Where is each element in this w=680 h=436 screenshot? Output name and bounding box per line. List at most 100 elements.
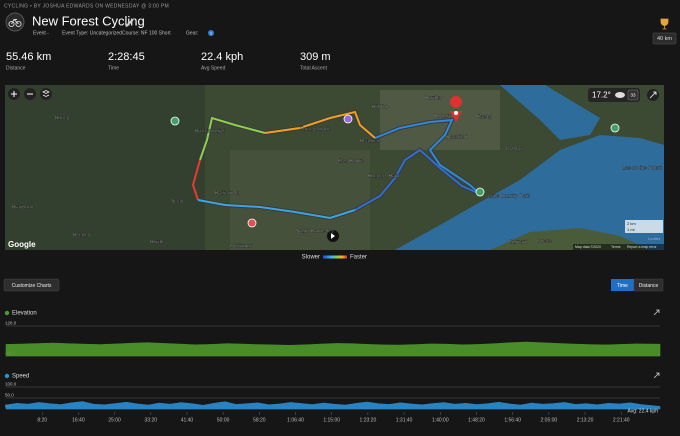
scale-km: 2 km [627,221,636,226]
meta-item: Event Type: Uncategorized [62,30,122,36]
stat-label: Time [108,65,119,71]
legend-slow: Slower [302,255,320,261]
stat-value: 309 m [300,51,331,63]
map-label: Brockenhurst [195,128,225,134]
gear-badge[interactable] [208,30,214,36]
map-label: Cowes [537,238,553,244]
x-tick-label: 25:00 [108,417,121,423]
stat-value: 2:28:45 [108,51,145,63]
average-label: Avg: 22.4 kph [628,408,659,414]
x-tick-label: 50:00 [217,417,230,423]
sport-icon [5,12,25,32]
chart-dot [4,373,10,379]
meta-row: Event - Event Type: Uncategorized Course: … [33,30,214,36]
route [374,118,481,195]
report-error[interactable]: Report a map error [627,245,657,249]
customize-label: Customize Charts [12,283,52,289]
map-label: Bransgore [12,204,35,210]
x-tick-label: 2:05:00 [541,417,558,423]
x-tick-label: 1:40:00 [432,417,449,423]
legend-gradient [323,255,347,259]
map-label: South Baddesley [296,228,334,234]
map-label: Furzey Lodge [300,126,331,132]
stats-row: 55.46 km Distance 2:28:45 Time 22.4 kph Avg S… [6,51,331,71]
wind: 33 [630,93,636,98]
poi-pin [343,114,353,124]
weather-box [588,88,640,102]
time-toggle[interactable] [611,279,634,291]
cloud-icon [615,92,625,98]
x-tick-label: 2:21:40 [613,417,630,423]
map-label: Beaulieu [360,138,380,144]
poi-pin [610,123,620,133]
play-glyph [331,233,335,239]
byline: CYCLING • BY JOSHUA EDWARDS ON WEDNESDAY… [4,3,169,9]
legend-fast: Faster [350,255,367,261]
time-label: Time [617,283,628,289]
x-tick-label: 1:06:40 [287,417,304,423]
x-tick-label: 58:20 [253,417,266,423]
end-pin [450,96,463,122]
wind-box [627,89,639,101]
map: Burley Brockenhurst Furzey Lodge Hill Top Ha… [5,85,664,250]
y-tick-label: 100.0 [5,382,17,387]
leaflet: Leaflet [648,236,661,241]
start-pin [475,187,485,197]
map-label: Lee-on-the-Solent [622,165,663,171]
route [197,199,356,220]
route [191,159,201,201]
expand-chart[interactable] [653,309,660,316]
x-tick-label: 33:20 [145,417,158,423]
distance-label: Distance [639,283,659,289]
map-label: Lepe Country Park [488,193,530,199]
stat-label: Total Ascent [300,65,328,71]
zoom-controls [8,88,52,100]
route [354,148,481,211]
stat-label: Avg Speed [201,65,226,71]
y-tick-label: 128.0 [5,321,17,326]
customize-button[interactable] [3,278,60,292]
x-tick-label: 2:13:20 [577,417,594,423]
temperature: 17.2° [592,91,611,100]
x-tick-label: 1:48:20 [468,417,485,423]
area [5,401,661,410]
chart-dot [4,310,10,316]
stat-value: 55.46 km [6,51,51,63]
map-label: Sway [171,198,184,204]
end-pin-dot [454,111,458,115]
meta-item: Event - [33,30,49,36]
map-label: Calshot [506,146,524,152]
attribution-bar [573,244,664,250]
map-label: Beckley [73,232,91,238]
terms[interactable]: Terms [611,245,621,249]
badge-label: 40 km [657,36,672,42]
scale-box [625,220,663,233]
chart-title: Elevation [12,311,37,317]
route [264,110,376,139]
meta-item[interactable]: Course: NF 100 Short [122,30,171,36]
map-label: Blackfield [446,134,468,140]
expand-chart[interactable] [653,372,660,379]
map-label: Hill Top [372,104,389,110]
route [199,116,266,161]
map-label: Burley [55,115,70,121]
meta-item[interactable]: Gear: [186,30,199,36]
edit-title[interactable] [125,19,134,27]
copyright: Map data ©2020 [575,245,601,249]
x-tick-label: 16:40 [72,417,85,423]
map-label: Bucklers Hard [368,173,400,179]
google-logo: Google [8,240,36,249]
stat-label: Distance [6,65,26,71]
map-label: Holbury [434,113,452,119]
badge: 40 km [652,18,677,45]
x-tick-label: 1:56:40 [504,417,521,423]
bike-glyph [8,18,22,28]
distance-toggle[interactable] [633,278,664,292]
x-tick-label: 1:15:00 [323,417,340,423]
poi-pin [170,116,180,126]
layers[interactable] [40,88,52,100]
map-label: East Boldre [338,158,364,164]
map-label: Gurnard [509,239,528,245]
map-label: Hordle [150,239,165,245]
